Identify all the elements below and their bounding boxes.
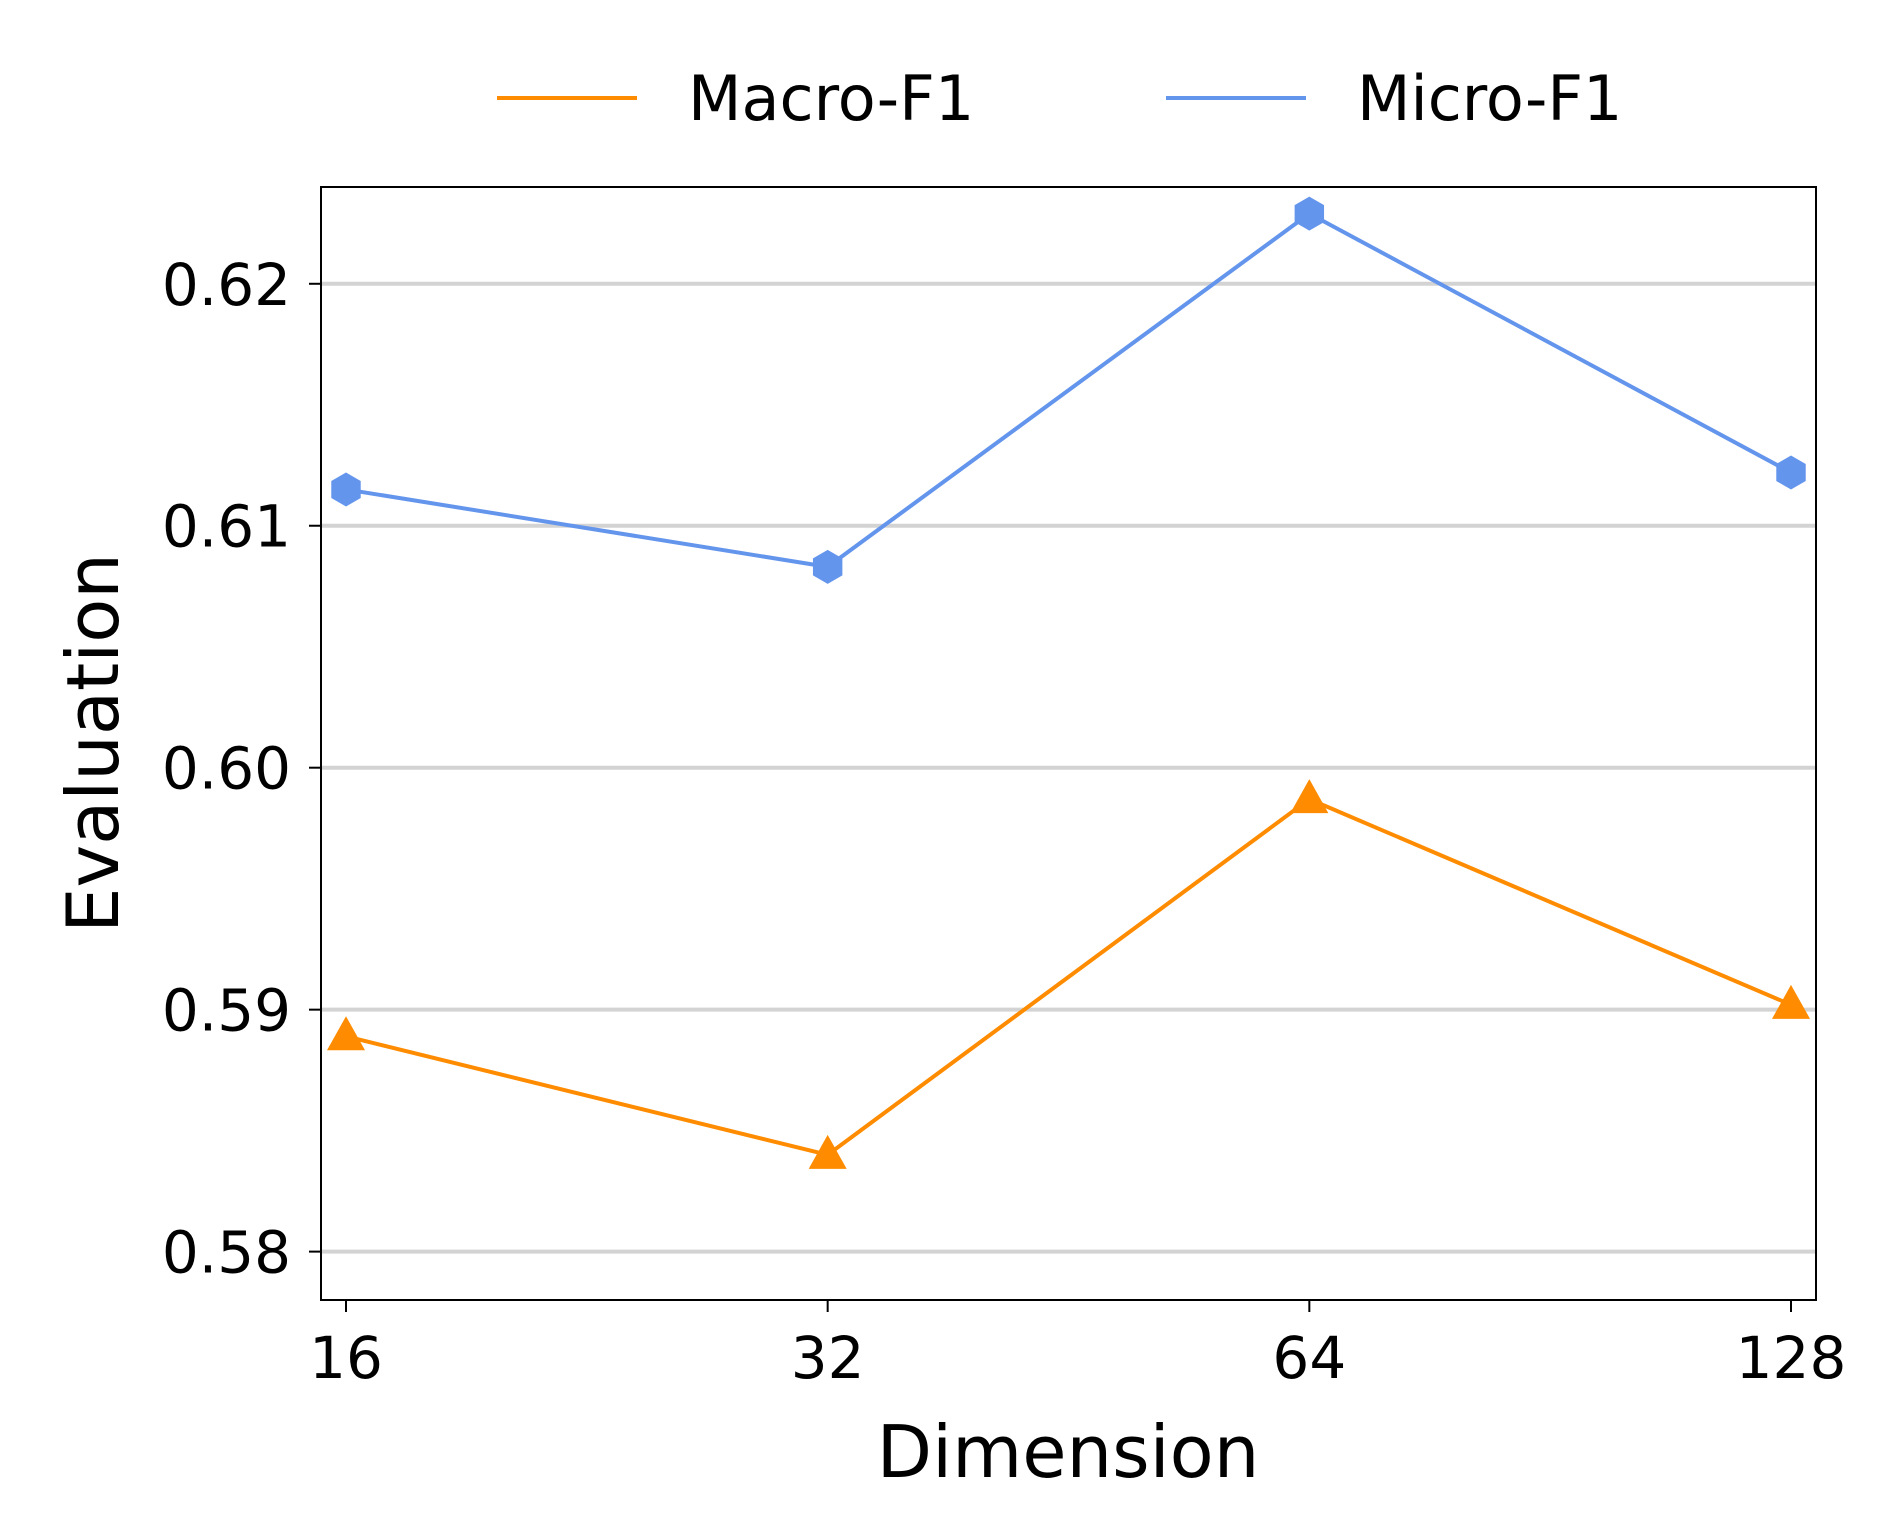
- x-axis-title: Dimension: [877, 1410, 1260, 1494]
- x-tick-label: 64: [1272, 1324, 1346, 1392]
- series-micro-f1: [331, 196, 1806, 584]
- y-gridlines: [321, 281, 1816, 1254]
- data-point-macro-f1: [1290, 779, 1329, 814]
- data-point-micro-f1: [331, 472, 361, 507]
- series-macro-f1: [327, 779, 1810, 1169]
- legend: Macro-F1 Micro-F1: [497, 62, 1623, 135]
- y-tick-label: 0.58: [162, 1219, 291, 1287]
- y-tick-label: 0.60: [162, 735, 291, 803]
- legend-label-macro-f1: Macro-F1: [688, 62, 974, 135]
- data-point-micro-f1: [1776, 455, 1806, 490]
- series-line-macro-f1: [345, 797, 1792, 1157]
- data-point-micro-f1: [812, 549, 843, 584]
- x-axis: 16 32 64 128: [309, 1300, 1846, 1392]
- data-point-micro-f1: [1294, 196, 1325, 231]
- series-layer: [327, 196, 1810, 1169]
- y-tick-label: 0.61: [162, 493, 291, 561]
- y-axis-title: Evaluation: [51, 553, 135, 933]
- data-point-macro-f1: [1772, 984, 1810, 1019]
- x-tick-label: 32: [791, 1324, 865, 1392]
- y-axis: 0.58 0.59 0.60 0.61 0.62: [162, 251, 321, 1287]
- series-line-micro-f1: [345, 211, 1792, 569]
- y-tick-label: 0.59: [162, 977, 291, 1045]
- x-tick-label: 128: [1736, 1324, 1847, 1392]
- data-point-macro-f1: [808, 1134, 847, 1169]
- data-point-macro-f1: [327, 1016, 365, 1051]
- y-tick-label: 0.62: [162, 251, 291, 319]
- x-tick-label: 16: [309, 1324, 383, 1392]
- legend-label-micro-f1: Micro-F1: [1357, 62, 1623, 135]
- plot-area-frame: [320, 186, 1817, 1301]
